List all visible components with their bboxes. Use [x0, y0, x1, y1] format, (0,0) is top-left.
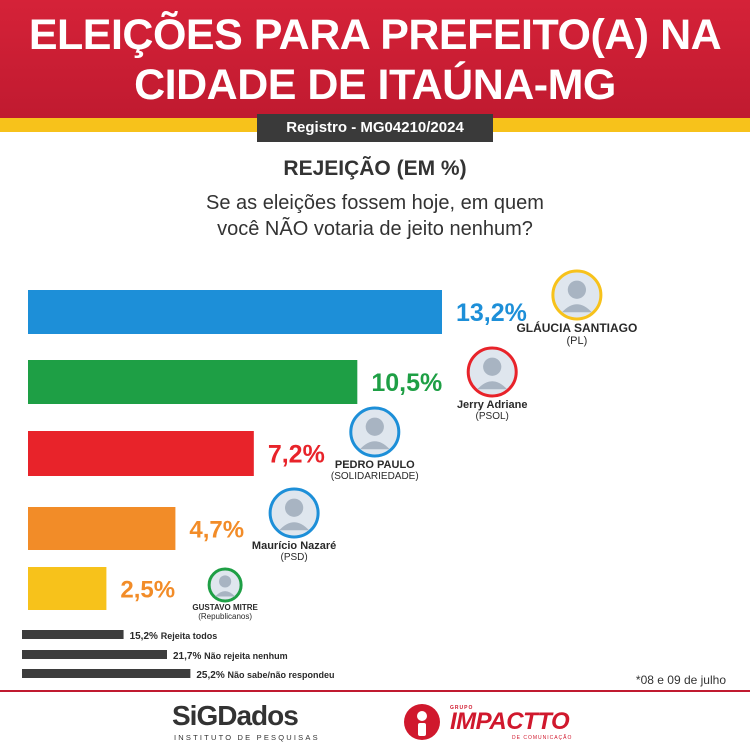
person-avatar-icon [215, 575, 236, 597]
impactto-mark-icon [404, 704, 440, 740]
bar-2 [28, 360, 358, 404]
title-line-2: CIDADE DE ITAÚNA-MG [134, 61, 616, 109]
bar-5 [28, 567, 107, 610]
dados-letters: Dados [217, 700, 299, 731]
header-banner: ELEIÇÕES PARA PREFEITO(A) NA CIDADE DE I… [0, 0, 750, 118]
other-label-2: 21,7% Não rejeita nenhum [173, 651, 288, 662]
question-line-2: você NÃO votaria de jeito nenhum? [217, 218, 533, 240]
sigdados-wordmark: SiGDados [172, 700, 299, 732]
person-avatar-icon [477, 357, 508, 390]
candidate-party-2: (PSOL) [476, 411, 509, 422]
value-label-3: 7,2% [268, 441, 325, 469]
other-value-2: 21,7% [173, 651, 204, 662]
candidate-name-2: Jerry Adriane [457, 399, 528, 411]
sigdados-logo: SiGDados INSTITUTO DE PESQUISAS [172, 700, 332, 746]
footnote: *08 e 09 de julho [635, 673, 726, 687]
other-category-1: Rejeita todos [161, 631, 218, 641]
person-avatar-icon [562, 280, 592, 313]
value-label-1: 13,2% [456, 299, 527, 327]
value-label-4: 4,7% [189, 517, 244, 544]
candidate-party-5: (Republicanos) [198, 612, 252, 621]
impactto-wordmark: IMPACTTO [450, 708, 570, 735]
candidate-name-3: PEDRO PAULO [335, 459, 415, 471]
survey-question: Se as eleições fossem hoje, em quem você… [0, 190, 750, 242]
impactto-grupo: GRUPO [450, 705, 474, 711]
value-label-2: 10,5% [371, 369, 442, 397]
footer-divider [0, 690, 750, 692]
registro-badge: Registro - MG04210/2024 [257, 114, 493, 142]
other-bar-3 [22, 669, 191, 678]
person-avatar-icon [279, 498, 309, 531]
title-line-1: ELEIÇÕES PARA PREFEITO(A) NA [28, 11, 722, 59]
other-value-3: 25,2% [196, 670, 227, 681]
candidate-party-4: (PSD) [280, 552, 307, 563]
bar-3 [28, 431, 254, 476]
chart-subtitle: REJEIÇÃO (EM %) [283, 157, 467, 180]
other-label-1: 15,2% Rejeita todos [130, 631, 218, 642]
sigdados-subtitle: INSTITUTO DE PESQUISAS [174, 733, 320, 742]
impactto-logo: GRUPO IMPACTTO DE COMUNICAÇÃO [402, 702, 592, 746]
other-category-3: Não sabe/não respondeu [228, 670, 335, 680]
bar-1 [28, 290, 442, 334]
candidate-party-3: (SOLIDARIEDADE) [331, 471, 419, 482]
person-avatar-icon [359, 417, 390, 450]
other-bar-2 [22, 650, 167, 659]
other-category-2: Não rejeita nenhum [204, 651, 288, 661]
page-title: ELEIÇÕES PARA PREFEITO(A) NA CIDADE DE I… [0, 10, 750, 110]
other-value-1: 15,2% [130, 631, 161, 642]
other-label-3: 25,2% Não sabe/não respondeu [196, 670, 334, 681]
candidate-name-4: Maurício Nazaré [252, 540, 336, 552]
value-label-5: 2,5% [120, 577, 175, 604]
candidate-party-1: (PL) [567, 335, 588, 347]
other-bar-1 [22, 630, 124, 639]
candidate-name-5: GUSTAVO MITRE [192, 603, 258, 612]
sig-letters: SiG [172, 700, 218, 731]
question-line-1: Se as eleições fossem hoje, em quem [206, 192, 544, 214]
candidate-name-1: GLÁUCIA SANTIAGO [516, 320, 637, 335]
impactto-subtitle: DE COMUNICAÇÃO [512, 735, 573, 741]
bar-4 [28, 507, 176, 550]
